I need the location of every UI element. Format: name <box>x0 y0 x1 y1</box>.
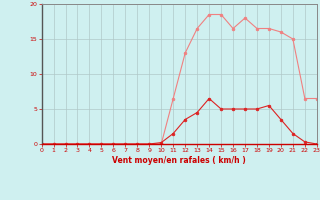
X-axis label: Vent moyen/en rafales ( km/h ): Vent moyen/en rafales ( km/h ) <box>112 156 246 165</box>
